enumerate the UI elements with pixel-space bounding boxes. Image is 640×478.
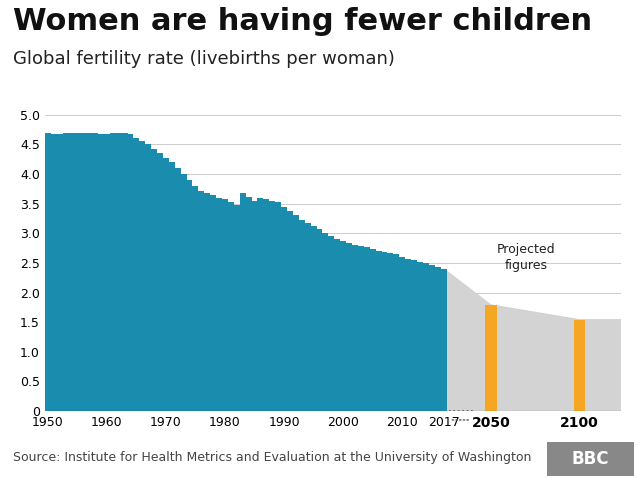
Bar [56, 134, 63, 411]
Bar [163, 158, 169, 411]
Bar [370, 249, 376, 411]
Bar [323, 233, 328, 411]
Bar [210, 195, 216, 411]
Bar [328, 236, 334, 411]
Bar [346, 243, 352, 411]
Text: BBC: BBC [572, 450, 609, 468]
Bar [340, 241, 346, 411]
Bar [151, 149, 157, 411]
Bar [198, 191, 204, 411]
Bar [435, 267, 440, 411]
Bar [240, 193, 246, 411]
Text: Projected
figures: Projected figures [497, 243, 556, 272]
Bar [440, 269, 447, 411]
Bar [133, 139, 140, 411]
Bar [169, 162, 175, 411]
Bar [86, 132, 92, 411]
Bar [423, 263, 429, 411]
Bar [187, 180, 193, 411]
Bar [145, 144, 151, 411]
Bar [157, 153, 163, 411]
Bar [74, 132, 80, 411]
Bar [310, 226, 317, 411]
Text: Source: Institute for Health Metrics and Evaluation at the University of Washing: Source: Institute for Health Metrics and… [13, 451, 531, 464]
Bar [387, 253, 394, 411]
Bar [80, 132, 86, 411]
Bar [234, 205, 240, 411]
Polygon shape [444, 269, 621, 411]
Bar [381, 252, 387, 411]
Bar [376, 251, 381, 411]
Bar [317, 229, 323, 411]
Bar [246, 196, 252, 411]
Bar [364, 248, 370, 411]
Bar [252, 201, 257, 411]
Bar [299, 220, 305, 411]
Bar [293, 216, 299, 411]
Bar [281, 206, 287, 411]
Text: Women are having fewer children: Women are having fewer children [13, 7, 592, 36]
Bar [92, 132, 98, 411]
Bar [429, 265, 435, 411]
Bar [193, 186, 198, 411]
Bar [222, 199, 228, 411]
Bar [122, 132, 127, 411]
Bar [275, 203, 281, 411]
Bar [140, 141, 145, 411]
Bar [352, 245, 358, 411]
Bar [63, 133, 68, 411]
Bar [228, 203, 234, 411]
Bar [305, 223, 310, 411]
Bar [264, 199, 269, 411]
Bar [127, 134, 133, 411]
Bar [399, 257, 405, 411]
Bar [175, 168, 180, 411]
Bar [51, 134, 56, 411]
Bar [485, 305, 497, 411]
Bar [394, 254, 399, 411]
Bar [204, 193, 210, 411]
Bar [417, 262, 423, 411]
Bar [116, 132, 122, 411]
Text: Global fertility rate (livebirths per woman): Global fertility rate (livebirths per wo… [13, 50, 395, 68]
Bar [358, 246, 364, 411]
Bar [334, 239, 340, 411]
Bar [573, 320, 586, 411]
Bar [98, 134, 104, 411]
Bar [180, 174, 187, 411]
Bar [110, 133, 116, 411]
Bar [257, 198, 264, 411]
Bar [216, 198, 222, 411]
Bar [287, 211, 293, 411]
Bar [411, 260, 417, 411]
Bar [45, 132, 51, 411]
Bar [269, 201, 275, 411]
Bar [68, 132, 74, 411]
Bar [405, 259, 411, 411]
Bar [104, 134, 110, 411]
